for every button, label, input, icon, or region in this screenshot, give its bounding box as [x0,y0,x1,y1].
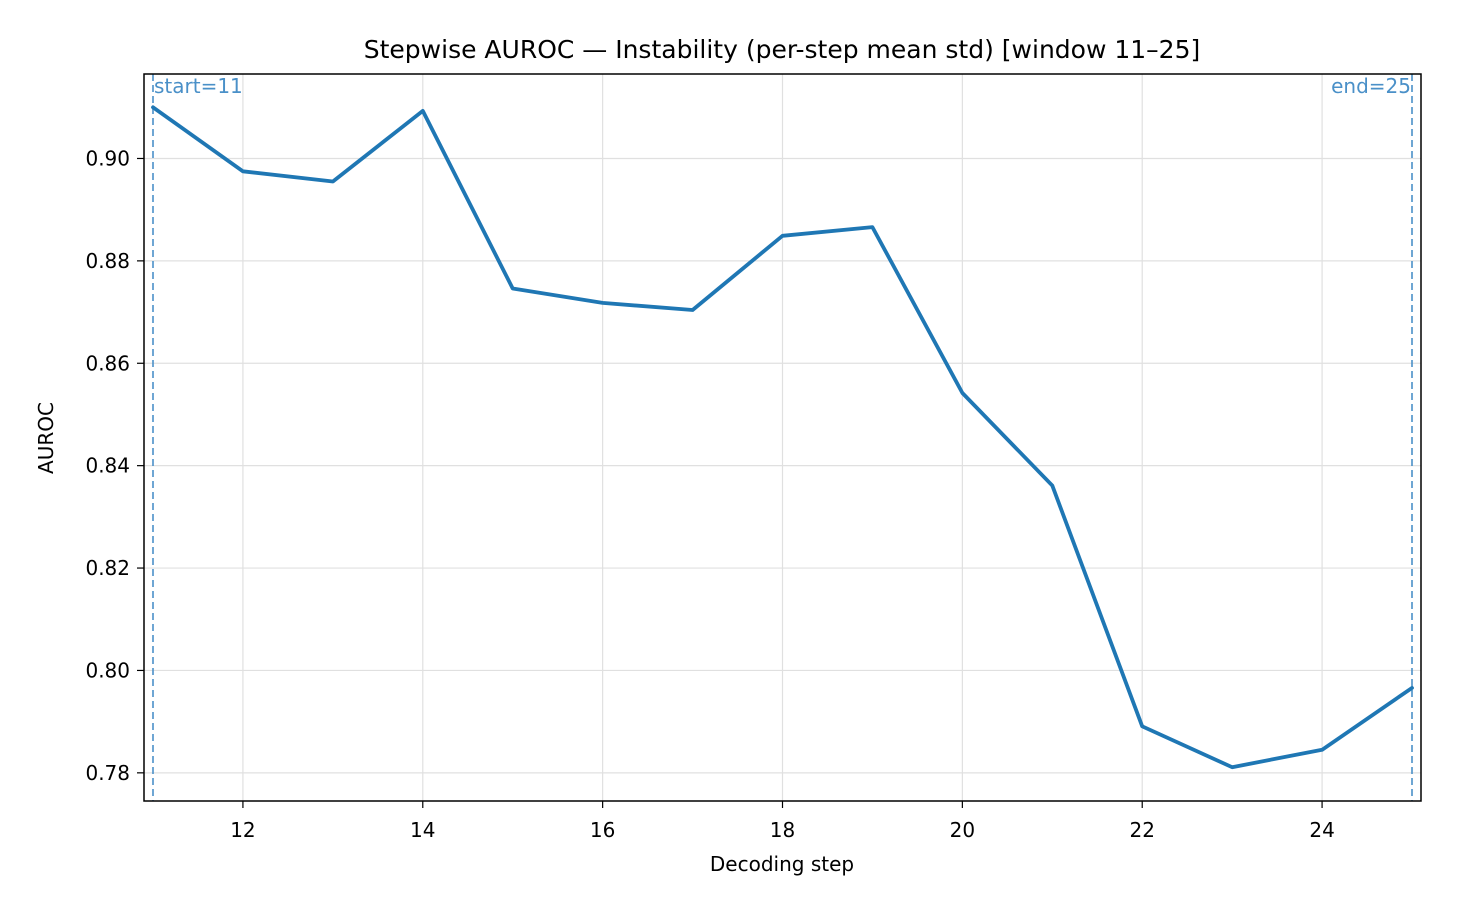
y-axis-label: AUROC [34,402,58,474]
grid [144,74,1421,801]
y-tick-label: 0.78 [85,761,130,785]
series-group [151,105,1414,770]
x-tick-label: 24 [1309,818,1334,842]
x-axis-label: Decoding step [710,852,854,876]
chart-title: Stepwise AUROC — Instability (per-step m… [364,35,1200,64]
x-tick-label: 14 [410,818,435,842]
reference-lines [151,74,1414,801]
x-tick-label: 18 [770,818,795,842]
reference-line-label: end=25 [1331,74,1411,98]
y-tick-label: 0.84 [85,454,130,478]
series-line [151,105,1414,770]
x-axis: 12 14 16 18 20 22 24 [230,801,1335,842]
y-axis: 0.78 0.80 0.82 0.84 0.86 0.88 0.90 [85,146,144,785]
x-tick-label: 20 [950,818,975,842]
y-tick-label: 0.90 [85,146,130,170]
x-tick-label: 22 [1129,818,1154,842]
x-tick-label: 12 [230,818,255,842]
y-tick-label: 0.86 [85,351,130,375]
reference-line-label: start=11 [154,74,243,98]
x-tick-label: 16 [590,818,615,842]
y-tick-label: 0.80 [85,658,130,682]
y-tick-label: 0.82 [85,556,130,580]
annotations: start=11 end=25 [154,74,1411,98]
y-tick-label: 0.88 [85,249,130,273]
